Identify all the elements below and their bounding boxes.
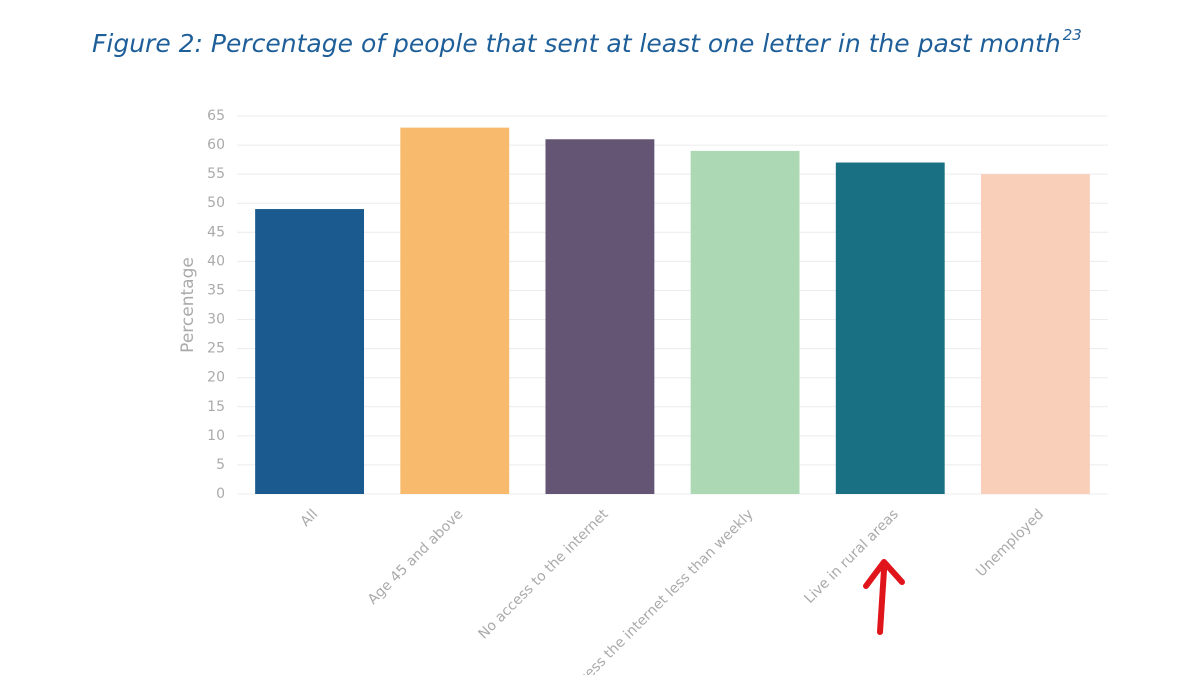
- y-tick-label: 25: [207, 341, 225, 357]
- bar: [255, 209, 365, 495]
- x-tick-label: Unemployed: [973, 506, 1047, 580]
- y-tick-label: 5: [216, 457, 225, 473]
- bar: [835, 162, 945, 494]
- y-tick-label: 10: [207, 428, 225, 444]
- x-tick-label: No access to the internet: [476, 506, 612, 642]
- y-tick-label: 40: [207, 253, 225, 269]
- x-tick-label: Live in rural areas: [801, 506, 901, 606]
- y-tick-label: 35: [207, 282, 225, 298]
- chart-title: Figure 2: Percentage of people that sent…: [92, 29, 1061, 58]
- y-tick-label: 60: [207, 137, 225, 153]
- y-axis-label: Percentage: [178, 257, 198, 353]
- bar: [690, 150, 800, 494]
- y-tick-label: 20: [207, 370, 225, 386]
- y-tick-label: 65: [207, 108, 225, 124]
- title-footnote: 23: [1063, 26, 1082, 44]
- y-tick-label: 55: [207, 166, 225, 182]
- x-tick-label: Age 45 and above: [365, 506, 466, 607]
- y-tick-label: 0: [216, 486, 225, 502]
- y-tick-label: 45: [207, 224, 225, 240]
- arrow-annotation: [863, 559, 905, 635]
- y-tick-label: 15: [207, 399, 225, 415]
- y-tick-label: 50: [207, 195, 225, 211]
- bar: [545, 139, 655, 494]
- y-tick-label: 30: [207, 312, 225, 328]
- bar: [980, 174, 1090, 494]
- bar: [400, 127, 510, 494]
- x-tick-label: All: [298, 506, 322, 530]
